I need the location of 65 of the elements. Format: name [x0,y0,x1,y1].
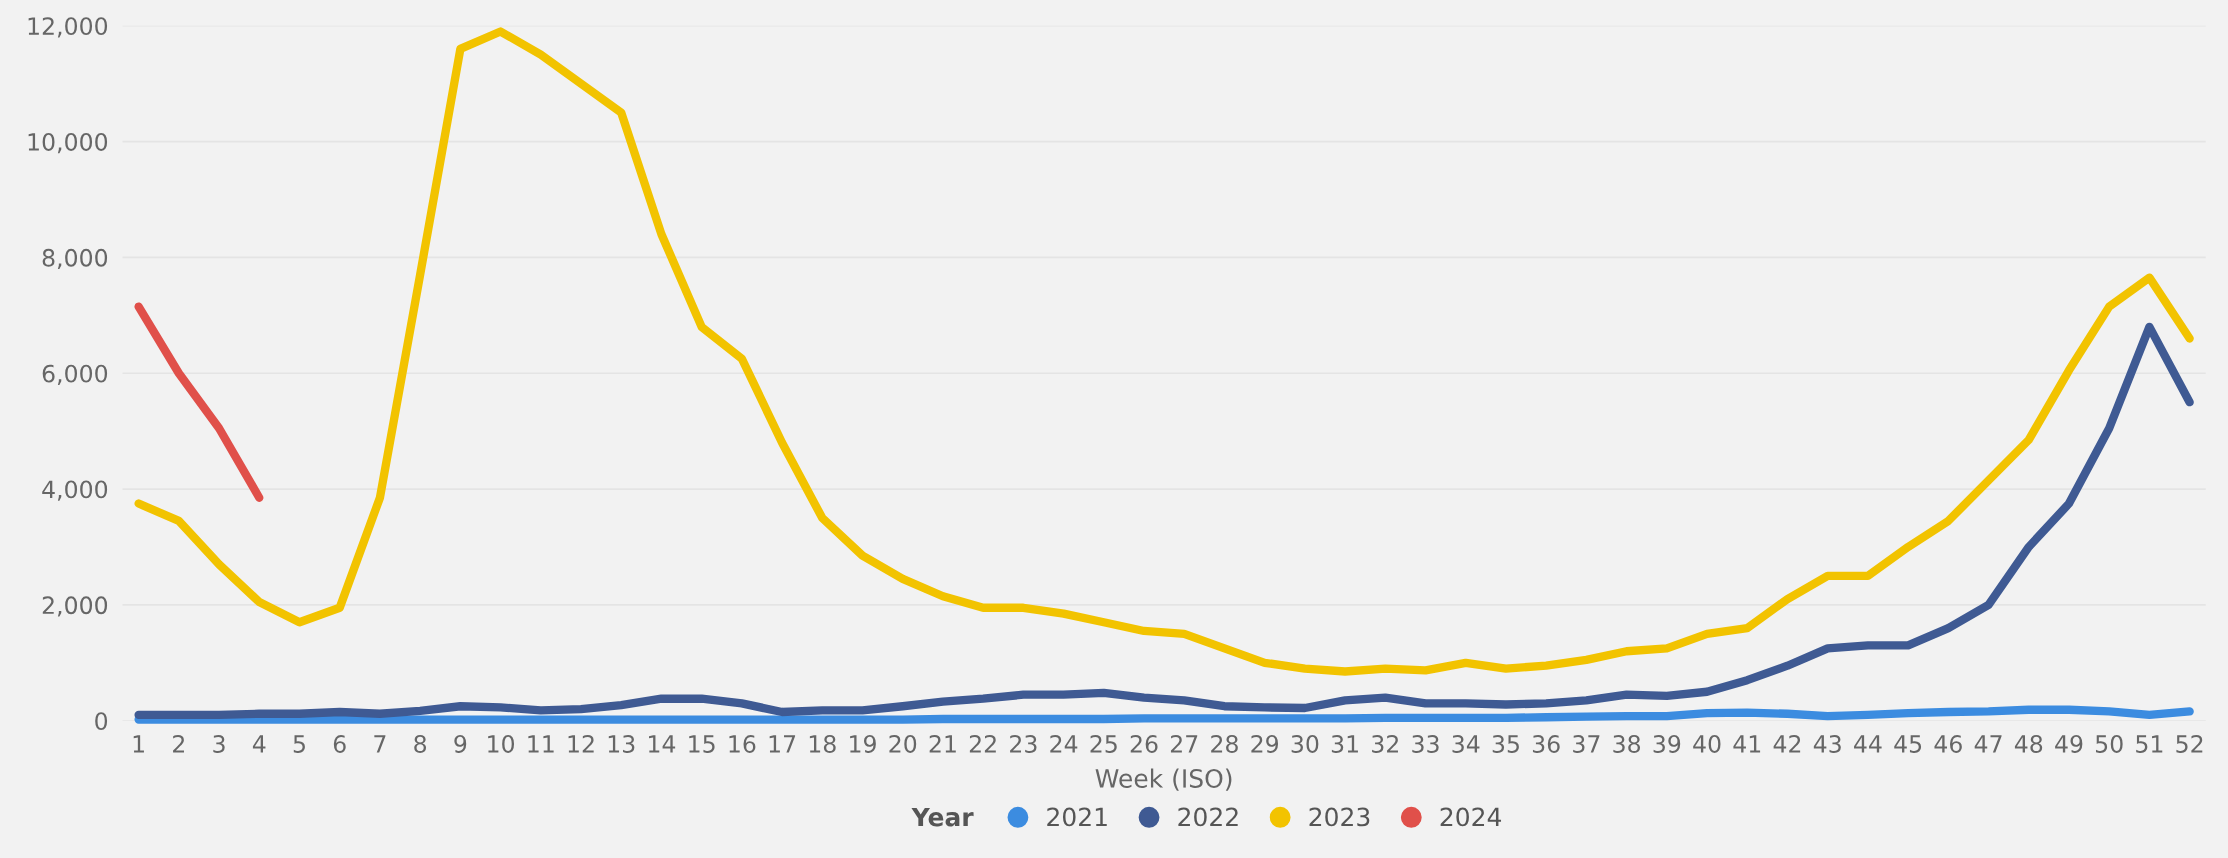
x-tick-label: 47 [1974,735,2002,753]
x-tick-label: 21 [929,735,956,753]
x-tick-label: 31 [1331,735,1358,753]
x-tick-label: 12 [568,735,594,753]
x-tick-label: 49 [2055,735,2083,753]
x-tick-label: 16 [729,735,756,753]
x-tick-label: 51 [2136,735,2163,753]
x-tick-label: 41 [1733,735,1761,753]
x-tick-label: 52 [2176,735,2203,753]
x-tick-label: 35 [1492,735,1519,753]
y-tick-label: 2,000 [42,596,108,617]
y-tick-label: 8,000 [42,248,108,270]
x-tick-label: 7 [374,735,386,753]
x-tick-label: 50 [2096,735,2123,753]
x-tick-label: 44 [1854,735,1882,753]
x-tick-label: 40 [1693,735,1721,753]
x-tick-label: 4 [252,735,266,753]
x-tick-label: 20 [889,735,917,753]
y-tick-label: 12,000 [28,17,108,38]
x-tick-label: 26 [1130,735,1158,753]
x-tick-label: 9 [454,735,467,753]
x-tick-label: 15 [689,735,715,753]
x-tick-label: 1 [133,735,144,753]
legend-title: Year [911,807,974,827]
x-tick-label: 33 [1412,735,1439,753]
x-tick-label: 45 [1894,735,1922,753]
x-tick-label: 29 [1251,735,1279,753]
x-tick-label: 48 [2014,735,2043,753]
legend-label: 2024 [1440,807,1502,827]
x-tick-label: 22 [969,735,996,753]
x-tick-label: 36 [1532,735,1560,753]
x-tick-label: 6 [333,735,346,753]
y-tick-label: 4,000 [42,480,108,501]
x-tick-label: 46 [1934,735,1962,753]
x-tick-label: 2 [173,735,184,753]
x-tick-label: 27 [1170,735,1198,753]
x-tick-label: 28 [1211,735,1238,753]
x-tick-label: 38 [1613,735,1641,753]
x-tick-label: 8 [414,735,427,753]
x-tick-label: 19 [850,735,876,753]
x-tick-label: 3 [213,735,225,753]
x-tick-label: 14 [649,735,676,753]
x-tick-label: 23 [1010,735,1037,753]
x-tick-label: 11 [528,735,554,753]
x-tick-label: 25 [1090,735,1117,753]
legend-label: 2022 [1178,807,1238,827]
x-tick-label: 30 [1291,735,1319,753]
y-tick-label: 6,000 [42,364,108,385]
x-tick-label: 42 [1773,735,1801,753]
x-tick-label: 5 [293,735,305,753]
y-tick-label: 0 [95,712,108,731]
x-tick-label: 37 [1573,735,1600,753]
y-tick-label: 10,000 [28,133,108,154]
x-tick-label: 17 [769,735,796,753]
x-tick-label: 39 [1653,735,1681,753]
x-axis-title: Week (ISO) [1095,768,1232,791]
x-tick-label: 18 [809,735,836,753]
x-tick-label: 10 [488,735,515,753]
x-tick-label: 43 [1813,735,1841,753]
x-tick-label: 13 [608,735,635,753]
x-tick-label: 34 [1452,735,1480,753]
x-tick-label: 32 [1372,735,1398,753]
legend-label: 2023 [1309,807,1370,827]
legend-label: 2021 [1047,807,1107,827]
x-tick-label: 24 [1050,735,1078,753]
